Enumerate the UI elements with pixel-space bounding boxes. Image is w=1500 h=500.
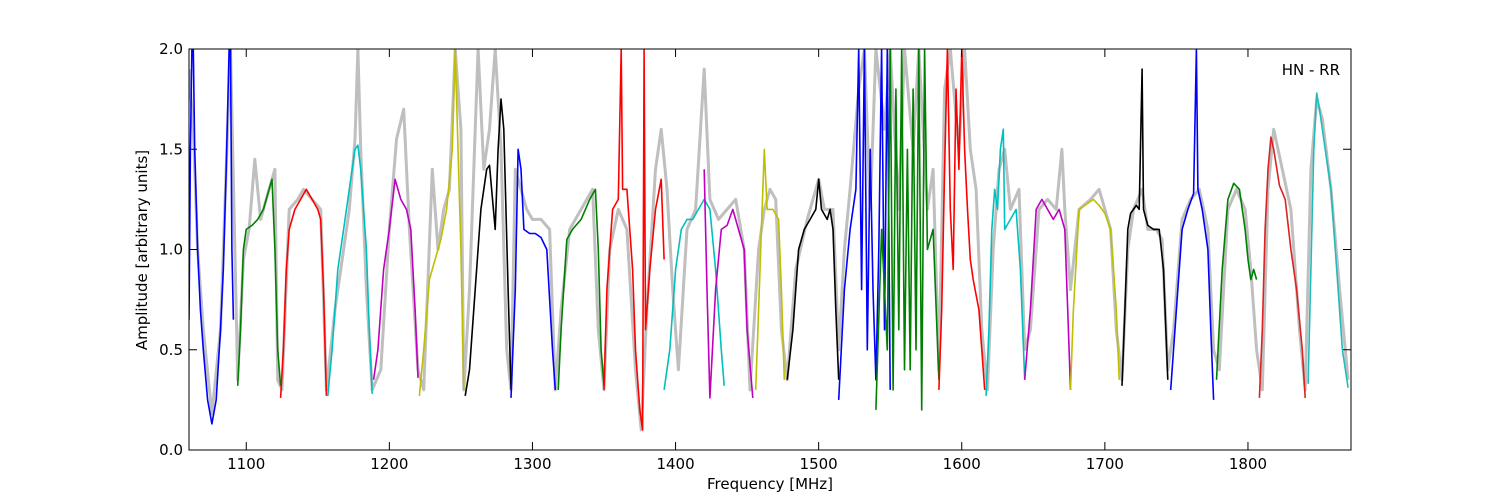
x-tick-label: 1200 bbox=[370, 455, 408, 473]
series-line-9 bbox=[557, 188, 605, 390]
series-line-22 bbox=[1169, 49, 1215, 400]
series-line-12 bbox=[703, 169, 754, 399]
y-tick-label: 1.0 bbox=[159, 241, 183, 259]
x-axis-label: Frequency [MHz] bbox=[707, 475, 833, 493]
series-line-16 bbox=[875, 49, 940, 411]
series-line-17 bbox=[938, 49, 986, 390]
series-line-7 bbox=[464, 98, 512, 397]
series-line-18 bbox=[985, 128, 1026, 396]
y-tick-label: 1.5 bbox=[159, 140, 183, 158]
annotation-label: HN - RR bbox=[1282, 61, 1340, 79]
series-line-13 bbox=[754, 148, 786, 390]
series-line-23 bbox=[1215, 182, 1258, 380]
y-axis-label: Amplitude [arbitrary units] bbox=[133, 150, 151, 350]
x-tick-label: 1100 bbox=[227, 455, 265, 473]
plot-series-group bbox=[189, 49, 1350, 432]
y-tick-label: 0.0 bbox=[159, 441, 183, 459]
series-line-21 bbox=[1121, 68, 1169, 386]
x-tick-label: 1500 bbox=[800, 455, 838, 473]
series-line-19 bbox=[1023, 198, 1072, 390]
series-line-25 bbox=[1307, 92, 1349, 388]
series-line-15 bbox=[837, 49, 891, 400]
series-line-4 bbox=[327, 144, 373, 396]
x-tick-label: 1300 bbox=[513, 455, 551, 473]
series-line-3 bbox=[279, 188, 328, 398]
axis-ticks: 1100 1200 1300 1400 1500 1600 1700 1800 0.0 0.5 1.… bbox=[159, 40, 1351, 473]
x-tick-label: 1700 bbox=[1086, 455, 1124, 473]
y-tick-label: 0.5 bbox=[159, 341, 183, 359]
y-tick-label: 2.0 bbox=[159, 40, 183, 58]
x-tick-label: 1600 bbox=[943, 455, 981, 473]
series-line-14 bbox=[786, 178, 840, 380]
series-line-10 bbox=[603, 49, 665, 431]
x-tick-label: 1400 bbox=[656, 455, 694, 473]
series-line-20 bbox=[1069, 198, 1120, 390]
series-line-8 bbox=[510, 148, 557, 398]
series-line-24 bbox=[1258, 136, 1306, 398]
series-line-5 bbox=[372, 178, 419, 380]
series-line-2 bbox=[236, 178, 282, 386]
series-line-1 bbox=[189, 49, 235, 425]
plot-area-background bbox=[189, 49, 1351, 450]
series-line-6 bbox=[418, 49, 465, 396]
x-tick-label: 1800 bbox=[1229, 455, 1267, 473]
